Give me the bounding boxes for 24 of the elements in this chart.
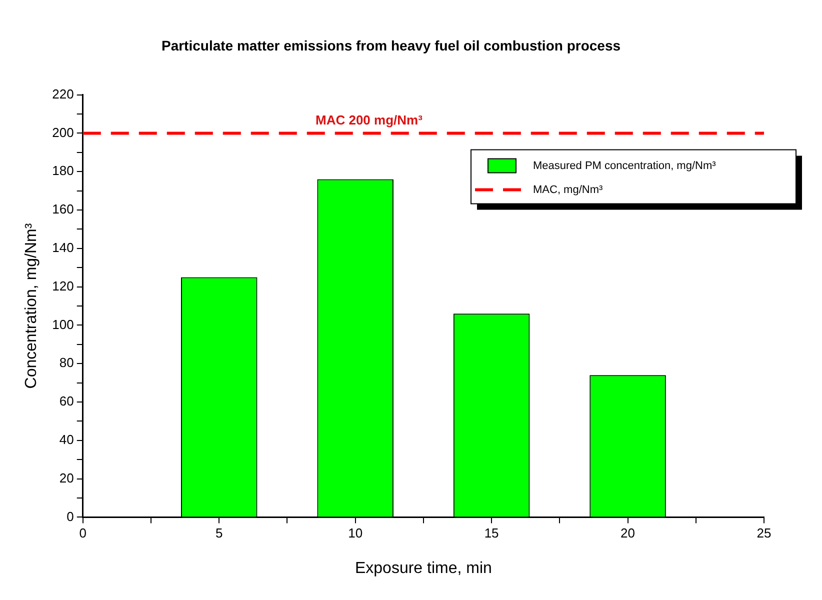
y-tick-label: 160 bbox=[52, 202, 74, 217]
legend-label: Measured PM concentration, mg/Nm³ bbox=[533, 160, 716, 172]
x-axis-title: Exposure time, min bbox=[354, 560, 492, 577]
annotation: MAC 200 mg/Nm³ bbox=[315, 112, 424, 128]
y-tick-label: 180 bbox=[52, 163, 74, 178]
x-tick-label: 5 bbox=[215, 526, 223, 541]
y-tick-label: 140 bbox=[52, 240, 74, 255]
y-tick-label: 80 bbox=[59, 355, 74, 370]
y-tick-label: 120 bbox=[52, 278, 74, 294]
chart-title: Particulate matter emissions from heavy fuel oil combustion process bbox=[161, 37, 621, 54]
x-tick-label: 10 bbox=[348, 526, 363, 541]
y-tick-label: 40 bbox=[59, 432, 74, 447]
legend-label: MAC, mg/Nm³ bbox=[533, 184, 603, 196]
x-tick-label: 25 bbox=[756, 526, 772, 541]
y-tick-label: 60 bbox=[59, 394, 74, 409]
y-tick-label: 0 bbox=[66, 508, 74, 524]
x-tick-label: 15 bbox=[484, 526, 499, 541]
x-tick-label: 0 bbox=[79, 526, 87, 541]
y-tick-label: 20 bbox=[59, 470, 74, 486]
y-axis-title: Concentration, mg/Nm³ bbox=[23, 222, 40, 389]
y-tick-label: 200 bbox=[52, 124, 74, 140]
y-tick-label: 220 bbox=[52, 86, 74, 102]
x-tick-label: 20 bbox=[620, 526, 636, 541]
y-tick-label: 100 bbox=[52, 316, 74, 332]
